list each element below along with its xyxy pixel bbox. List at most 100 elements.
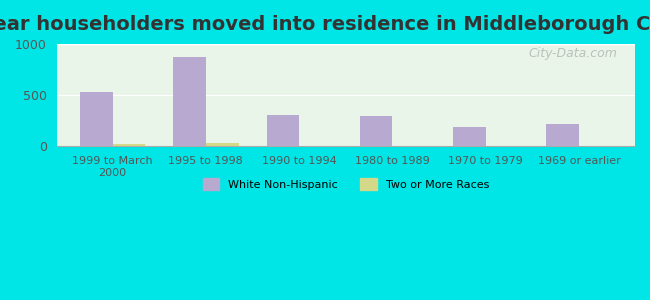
Bar: [57, 44, 635, 45]
Bar: [57, 45, 635, 46]
Bar: [57, 44, 635, 45]
Bar: [57, 45, 635, 46]
Bar: [57, 44, 635, 45]
Bar: [57, 44, 635, 45]
Bar: [57, 44, 635, 45]
Bar: [57, 44, 635, 46]
Bar: [57, 44, 635, 45]
Bar: [57, 44, 635, 45]
Bar: [57, 45, 635, 46]
Bar: [57, 44, 635, 45]
Bar: [57, 44, 635, 45]
Bar: [57, 45, 635, 46]
Bar: [57, 44, 635, 46]
Bar: [112, 144, 145, 146]
Bar: [57, 45, 635, 46]
Bar: [57, 44, 635, 45]
Bar: [57, 44, 635, 45]
Bar: [57, 44, 635, 45]
Bar: [80, 92, 112, 146]
Bar: [57, 44, 635, 45]
Bar: [57, 45, 635, 46]
Bar: [206, 143, 239, 146]
Bar: [57, 44, 635, 45]
Bar: [57, 45, 635, 46]
Bar: [57, 45, 635, 46]
Bar: [57, 45, 635, 46]
Bar: [57, 44, 635, 45]
Bar: [57, 44, 635, 45]
Bar: [57, 45, 635, 46]
Bar: [57, 45, 635, 46]
Bar: [57, 44, 635, 45]
Bar: [57, 45, 635, 46]
Bar: [453, 127, 486, 146]
Bar: [57, 44, 635, 45]
Bar: [57, 44, 635, 45]
Bar: [57, 45, 635, 46]
Bar: [57, 44, 635, 46]
Bar: [57, 45, 635, 46]
Bar: [57, 44, 635, 46]
Bar: [57, 44, 635, 45]
Bar: [57, 44, 635, 45]
Bar: [57, 44, 635, 45]
Bar: [57, 44, 635, 45]
Bar: [57, 44, 635, 46]
Bar: [547, 124, 579, 146]
Bar: [57, 45, 635, 46]
Bar: [57, 44, 635, 45]
Bar: [57, 44, 635, 46]
Bar: [57, 44, 635, 45]
Bar: [57, 44, 635, 45]
Bar: [57, 45, 635, 46]
Bar: [57, 45, 635, 46]
Bar: [57, 44, 635, 45]
Bar: [57, 44, 635, 46]
Bar: [57, 45, 635, 46]
Bar: [57, 45, 635, 46]
Bar: [57, 44, 635, 45]
Bar: [57, 44, 635, 45]
Bar: [57, 45, 635, 46]
Bar: [57, 44, 635, 45]
Bar: [57, 44, 635, 45]
Bar: [57, 44, 635, 45]
Bar: [57, 44, 635, 45]
Bar: [57, 45, 635, 46]
Bar: [57, 44, 635, 45]
Bar: [57, 45, 635, 46]
Bar: [57, 44, 635, 46]
Bar: [57, 44, 635, 45]
Bar: [57, 44, 635, 45]
Bar: [57, 44, 635, 45]
Bar: [57, 44, 635, 45]
Bar: [57, 44, 635, 46]
Bar: [57, 44, 635, 46]
Bar: [57, 45, 635, 46]
Bar: [57, 45, 635, 46]
Legend: White Non-Hispanic, Two or More Races: White Non-Hispanic, Two or More Races: [198, 174, 493, 194]
Bar: [57, 45, 635, 46]
Bar: [173, 57, 206, 146]
Bar: [57, 44, 635, 45]
Bar: [57, 44, 635, 46]
Bar: [266, 115, 299, 146]
Bar: [57, 44, 635, 45]
Bar: [57, 44, 635, 45]
Bar: [57, 45, 635, 46]
Bar: [57, 44, 635, 45]
Bar: [57, 44, 635, 45]
Bar: [57, 45, 635, 46]
Bar: [57, 44, 635, 45]
Bar: [57, 45, 635, 46]
Bar: [57, 45, 635, 46]
Text: City-Data.com: City-Data.com: [528, 47, 618, 60]
Bar: [57, 45, 635, 46]
Bar: [57, 45, 635, 46]
Bar: [57, 44, 635, 45]
Title: Year householders moved into residence in Middleborough Center: Year householders moved into residence i…: [0, 15, 650, 34]
Bar: [57, 45, 635, 46]
Bar: [57, 45, 635, 46]
Bar: [57, 44, 635, 45]
